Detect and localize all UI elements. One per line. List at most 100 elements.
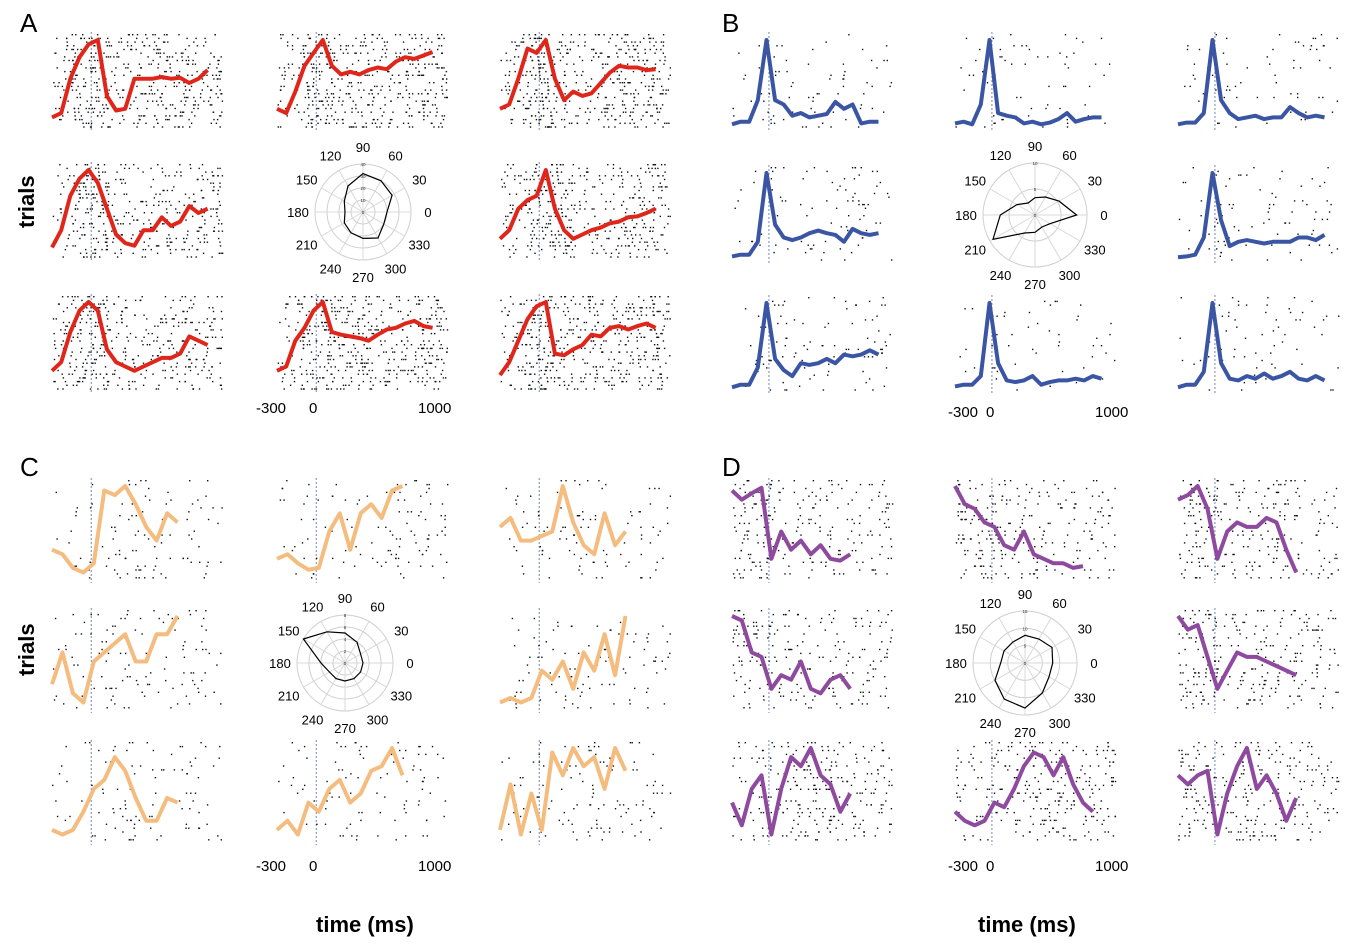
polar-angle-label: 30 — [1078, 622, 1092, 637]
raster-psth-a-8 — [498, 294, 671, 394]
raster-psth-b-2 — [1177, 32, 1339, 132]
raster-dots — [278, 742, 447, 841]
polar-angle-label: 240 — [302, 712, 324, 727]
x-tick-b-1000: 1000 — [1095, 404, 1129, 421]
polar-radial-label: 8 — [344, 613, 347, 618]
polar-spoke — [1024, 662, 1071, 690]
psth-line — [731, 614, 852, 696]
raster-psth-c-1 — [276, 478, 449, 583]
panel-label-d: D — [722, 452, 741, 482]
psth-line — [498, 168, 657, 241]
psth-line — [498, 300, 657, 377]
raster-dots — [734, 167, 893, 261]
polar-angle-label: 90 — [1028, 139, 1042, 154]
polar-angle-label: 150 — [296, 173, 318, 188]
polar-angle-label: 330 — [390, 689, 412, 704]
raster-dots — [501, 742, 672, 841]
raster-dots — [732, 610, 893, 709]
polar-spoke — [979, 662, 1026, 690]
psth-line — [51, 484, 179, 575]
psth-line — [499, 615, 628, 705]
polar-angle-label: 90 — [356, 140, 370, 155]
psth-line — [731, 171, 879, 259]
polar-angle-label: 150 — [278, 624, 300, 639]
panel-label-c: C — [20, 452, 39, 482]
polar-radial-label: 10 — [1032, 161, 1038, 166]
polar-spoke — [1008, 169, 1036, 216]
psth-line — [51, 755, 179, 837]
polar-angle-label: 120 — [302, 600, 324, 615]
polar-angle-label: 270 — [1014, 725, 1036, 740]
psth-line — [498, 484, 628, 557]
raster-psth-a-5 — [498, 162, 671, 262]
psth-line — [730, 746, 852, 837]
polar-radial-label: 5 — [1034, 187, 1037, 192]
polar-radial-label: 0 — [1034, 213, 1037, 218]
polar-angle-label: 180 — [945, 656, 967, 671]
polar-angle-label: 90 — [1018, 587, 1032, 602]
polar-angle-label: 120 — [320, 149, 342, 164]
raster-psth-d-1 — [953, 478, 1116, 583]
psth-line — [1177, 301, 1326, 390]
polar-spoke — [303, 662, 346, 688]
polar-spoke — [1034, 214, 1062, 261]
raster-psth-a-0 — [51, 32, 224, 132]
polar-radial-label: 2 — [344, 649, 347, 654]
polar-angle-label: 60 — [1062, 148, 1076, 163]
polar-angle-label: 90 — [338, 591, 352, 606]
raster-psth-a-2 — [499, 32, 671, 132]
raster-dots — [1179, 480, 1339, 579]
polar-spoke — [362, 187, 405, 213]
psth-line — [954, 301, 1103, 389]
polar-angle-label: 330 — [1084, 243, 1106, 258]
psth-line — [731, 38, 879, 127]
polar-angle-label: 30 — [1088, 174, 1102, 189]
polar-angle-label: 300 — [1059, 268, 1081, 283]
polar-angle-label: 300 — [367, 712, 389, 727]
polar-spoke — [989, 188, 1036, 216]
psth-line — [731, 301, 880, 390]
psth-line — [953, 750, 1095, 828]
raster-dots — [505, 480, 672, 579]
psth-line — [1176, 614, 1298, 691]
x-tick-c-0: 0 — [309, 858, 318, 875]
raster-dots — [55, 480, 223, 579]
raster-psth-a-1 — [276, 32, 448, 132]
polar-tuning-curve — [992, 196, 1078, 241]
polar-spoke — [998, 617, 1026, 664]
polar-spoke — [321, 187, 364, 213]
raster-dots — [501, 164, 671, 258]
raster-dots — [1184, 34, 1339, 128]
raster-psth-c-5 — [499, 608, 671, 713]
x-tick-d-neg300: -300 — [948, 858, 979, 875]
x-tick-c-neg300: -300 — [256, 858, 287, 875]
polar-spoke — [303, 638, 346, 664]
x-tick-a-neg300: -300 — [256, 400, 287, 417]
polar-angle-label: 30 — [412, 173, 426, 188]
polar-angle-label: 60 — [370, 600, 384, 615]
polar-radial-label: 30 — [360, 174, 366, 179]
raster-dots — [500, 296, 671, 390]
x-tick-c-1000: 1000 — [418, 858, 452, 875]
polar-angle-label: 210 — [278, 689, 300, 704]
raster-psth-b-5 — [1177, 165, 1339, 265]
psth-line — [275, 746, 405, 837]
raster-psth-d-5 — [1176, 608, 1339, 713]
polar-spoke — [320, 662, 346, 705]
polar-spoke — [321, 211, 364, 237]
x-tick-b-0: 0 — [986, 404, 995, 421]
polar-angle-label: 0 — [1090, 656, 1097, 671]
polar-angle-label: 270 — [334, 721, 356, 736]
polar-angle-label: 0 — [406, 656, 413, 671]
psth-line — [730, 485, 852, 563]
psth-line — [498, 746, 628, 837]
psth-line — [50, 168, 209, 249]
polar-angle-label: 270 — [1024, 277, 1046, 292]
raster-psth-b-8 — [1177, 295, 1340, 395]
polar-radial-label: 6 — [344, 625, 347, 630]
polar-radial-label: 0 — [362, 210, 365, 215]
psth-line — [50, 300, 209, 373]
polar-spoke — [979, 636, 1026, 664]
